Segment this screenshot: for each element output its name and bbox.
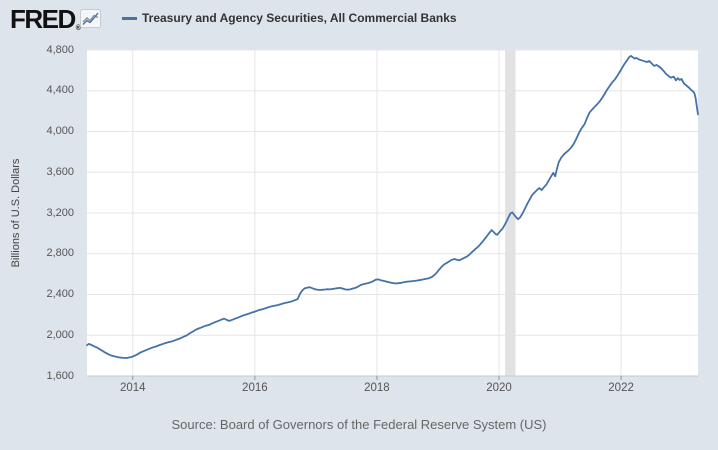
y-tick-label: 2,800 — [46, 247, 74, 260]
source-line: Source: Board of Governors of the Federa… — [171, 417, 547, 432]
x-tick-label: 2016 — [242, 382, 268, 394]
y-tick-label: 3,600 — [46, 165, 74, 178]
y-tick-label: 2,000 — [46, 328, 74, 341]
fred-logo[interactable]: FRED® — [10, 4, 81, 35]
y-tick-label: 4,400 — [46, 84, 74, 97]
series-legend-dash-icon — [122, 17, 137, 20]
x-tick-label: 2014 — [119, 382, 146, 394]
y-tick-label: 4,000 — [46, 125, 74, 137]
y-tick-label: 3,200 — [46, 206, 74, 219]
x-tick-label: 2018 — [364, 382, 390, 394]
y-tick-label: 1,600 — [46, 369, 74, 382]
x-tick-label: 2020 — [486, 382, 512, 394]
fred-sparkline-icon — [80, 9, 101, 28]
series-legend-label: Treasury and Agency Securities, All Comm… — [142, 11, 457, 25]
x-tick-label: 2022 — [608, 382, 634, 394]
registered-trademark: ® — [75, 25, 81, 32]
y-tick-label: 2,400 — [46, 288, 74, 300]
data-line[interactable] — [86, 55, 699, 359]
fred-logo-text: FRED — [10, 4, 76, 34]
y-tick-label: 4,800 — [46, 43, 74, 56]
